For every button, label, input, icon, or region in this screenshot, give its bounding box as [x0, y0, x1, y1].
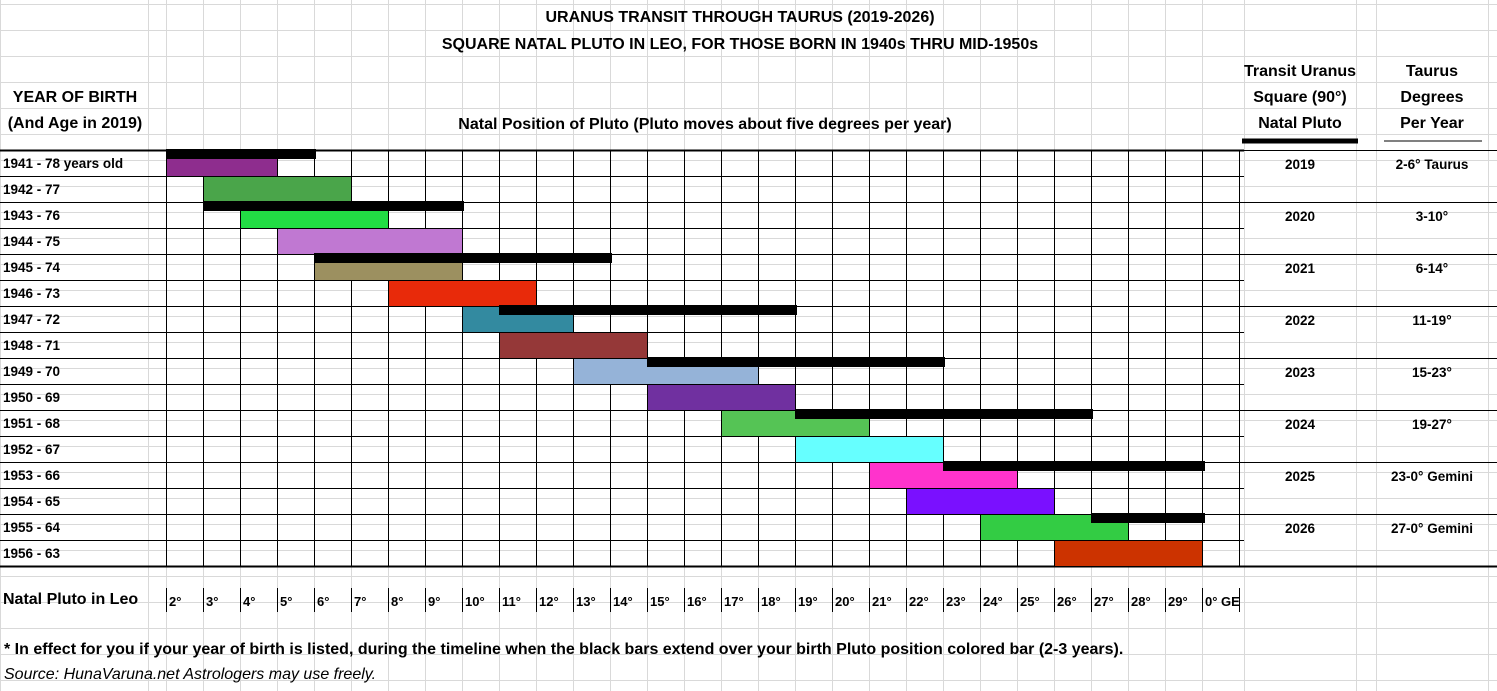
- birth-year-label: 1955 - 64: [3, 520, 61, 535]
- transit-year: 2026: [1284, 521, 1316, 536]
- uranus-transit-bar: [795, 409, 1093, 419]
- degree-tick-label: 21°: [872, 594, 892, 609]
- transit-year: 2021: [1284, 261, 1316, 276]
- taurus-degrees-value: 27-0° Gemini: [1391, 521, 1473, 536]
- natal-pluto-bar: [796, 437, 943, 462]
- degree-tick-label: 10°: [465, 594, 485, 609]
- degree-tick-label: 19°: [798, 594, 818, 609]
- degree-tick-label: 2°: [169, 594, 182, 609]
- natal-pluto-in-leo-label: Natal Pluto in Leo: [3, 591, 139, 608]
- age-in-2019-header: (And Age in 2019): [7, 115, 143, 132]
- birth-year-label: 1946 - 73: [3, 286, 61, 301]
- footnote: * In effect for you if your year of birt…: [4, 641, 1124, 658]
- natal-pluto-bar: [1055, 541, 1202, 566]
- degree-tick-label: 24°: [983, 594, 1003, 609]
- birth-year-label: 1944 - 75: [3, 234, 61, 249]
- taurus-degrees-value: 2-6° Taurus: [1395, 157, 1469, 172]
- transit-uranus-header-3: Natal Pluto: [1258, 115, 1342, 132]
- taurus-degrees-value: 6-14°: [1415, 261, 1449, 276]
- transit-uranus-header-2: Square (90°): [1253, 89, 1347, 106]
- degree-tick-label: 28°: [1131, 594, 1151, 609]
- degree-tick-label: 4°: [243, 594, 256, 609]
- natal-position-header: Natal Position of Pluto (Pluto moves abo…: [458, 116, 952, 133]
- uranus-transit-bar: [314, 253, 612, 263]
- degree-tick-label: 5°: [280, 594, 293, 609]
- uranus-transit-bar: [647, 357, 945, 367]
- degree-tick-label: 12°: [539, 594, 559, 609]
- degree-tick-label: 9°: [428, 594, 441, 609]
- taurus-degrees-header-1: Taurus: [1405, 63, 1459, 80]
- natal-pluto-bar: [648, 385, 795, 410]
- degree-tick-label: 15°: [650, 594, 670, 609]
- birth-year-label: 1950 - 69: [3, 390, 61, 405]
- transit-year: 2024: [1284, 417, 1316, 432]
- chart-title-line-2: SQUARE NATAL PLUTO IN LEO, FOR THOSE BOR…: [441, 36, 1039, 53]
- natal-pluto-bar: [278, 229, 462, 254]
- natal-pluto-bar: [500, 333, 647, 358]
- natal-pluto-bar: [204, 177, 351, 202]
- transit-year: 2022: [1284, 313, 1316, 328]
- taurus-degrees-value: 15-23°: [1412, 365, 1452, 380]
- birth-year-label: 1947 - 72: [3, 312, 61, 327]
- degree-tick-label: 13°: [576, 594, 596, 609]
- transit-uranus-header-1: Transit Uranus: [1243, 63, 1357, 80]
- degree-tick-label: 23°: [946, 594, 966, 609]
- birth-year-label: 1943 - 76: [3, 208, 61, 223]
- degree-tick-label: 0° GE: [1205, 594, 1240, 609]
- taurus-degrees-value: 3-10°: [1415, 209, 1449, 224]
- transit-year: 2023: [1284, 365, 1316, 380]
- degree-tick-label: 11°: [502, 594, 521, 609]
- degree-tick-label: 25°: [1020, 594, 1040, 609]
- uranus-transit-bar: [943, 461, 1205, 471]
- taurus-degrees-header-3: Per Year: [1400, 115, 1464, 132]
- degree-tick-label: 26°: [1057, 594, 1077, 609]
- natal-pluto-bar: [907, 489, 1054, 514]
- year-of-birth-header: YEAR OF BIRTH: [12, 89, 138, 106]
- taurus-degrees-value: 19-27°: [1412, 417, 1452, 432]
- birth-year-label: 1949 - 70: [3, 364, 61, 379]
- degree-tick-label: 27°: [1094, 594, 1114, 609]
- degree-tick-label: 29°: [1168, 594, 1188, 609]
- degree-tick-label: 8°: [391, 594, 404, 609]
- degree-tick-label: 20°: [835, 594, 855, 609]
- transit-year: 2020: [1284, 209, 1316, 224]
- taurus-degrees-value: 11-19°: [1412, 313, 1452, 328]
- degree-tick-label: 16°: [687, 594, 707, 609]
- degree-tick-label: 7°: [354, 594, 367, 609]
- birth-year-label: 1945 - 74: [3, 260, 61, 275]
- natal-pluto-bar: [389, 281, 536, 306]
- birth-year-label: 1941 - 78 years old: [3, 156, 124, 171]
- degree-tick-label: 6°: [317, 594, 330, 609]
- chart-title-line-1: URANUS TRANSIT THROUGH TAURUS (2019-2026…: [545, 9, 935, 26]
- birth-year-label: 1954 - 65: [3, 494, 61, 509]
- birth-year-label: 1948 - 71: [3, 338, 61, 353]
- degree-tick-label: 3°: [206, 594, 219, 609]
- degree-tick-label: 17°: [724, 594, 744, 609]
- birth-year-label: 1942 - 77: [3, 182, 61, 197]
- transit-year: 2025: [1284, 469, 1316, 484]
- uranus-transit-bar: [166, 149, 316, 159]
- transit-year: 2019: [1284, 157, 1316, 172]
- birth-year-label: 1952 - 67: [3, 442, 61, 457]
- uranus-transit-bar: [499, 305, 797, 315]
- taurus-degrees-value: 23-0° Gemini: [1391, 469, 1473, 484]
- birth-year-label: 1956 - 63: [3, 546, 61, 561]
- degree-tick-label: 18°: [761, 594, 781, 609]
- taurus-degrees-header-2: Degrees: [1400, 89, 1464, 106]
- degree-tick-label: 14°: [613, 594, 633, 609]
- source-note: Source: HunaVaruna.net Astrologers may u…: [4, 666, 377, 683]
- birth-year-label: 1951 - 68: [3, 416, 61, 431]
- degree-tick-label: 22°: [909, 594, 929, 609]
- birth-year-label: 1953 - 66: [3, 468, 61, 483]
- uranus-transit-bar: [203, 201, 464, 211]
- uranus-transit-bar: [1091, 513, 1205, 523]
